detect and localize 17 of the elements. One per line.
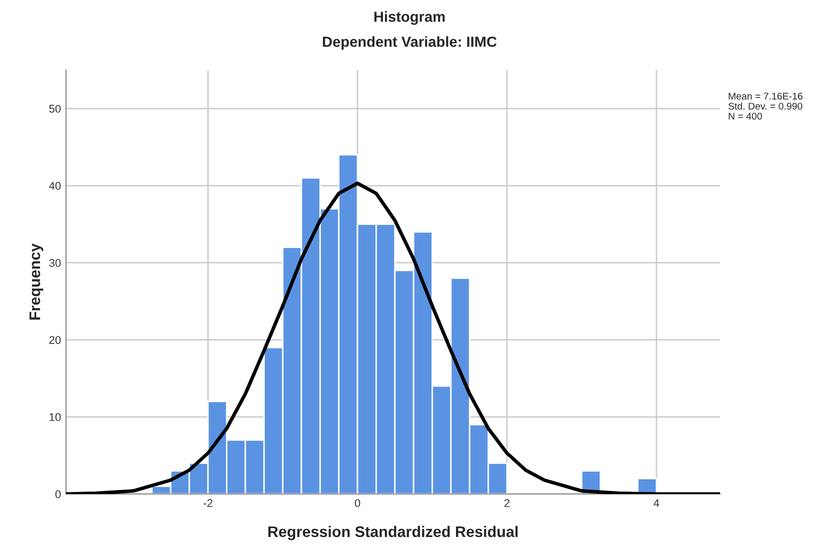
y-axis-title: Frequency [30, 243, 44, 320]
x-tick-label: 4 [654, 499, 660, 507]
text: Std. Dev. = 0.990 [728, 102, 802, 110]
chart-title: Histogram [374, 11, 445, 25]
x-tick-label: -2 [204, 499, 212, 507]
y-tick-label: 10 [50, 413, 61, 422]
x-axis-title: Regression Standardized Residual [268, 526, 518, 540]
text: N = 400 [728, 112, 762, 120]
chart-subtitle: Dependent Variable: IIMC [322, 36, 497, 50]
y-tick-label: 30 [49, 258, 61, 267]
text: Mean = 7.16E-16 [728, 92, 802, 100]
x-tick-label: 2 [504, 499, 510, 507]
y-tick-label: 20 [49, 336, 61, 344]
x-tick-label: 0 [354, 499, 360, 508]
y-tick-label: 40 [49, 182, 61, 190]
y-tick-label: 50 [49, 104, 61, 113]
y-tick-label: 0 [55, 490, 61, 498]
